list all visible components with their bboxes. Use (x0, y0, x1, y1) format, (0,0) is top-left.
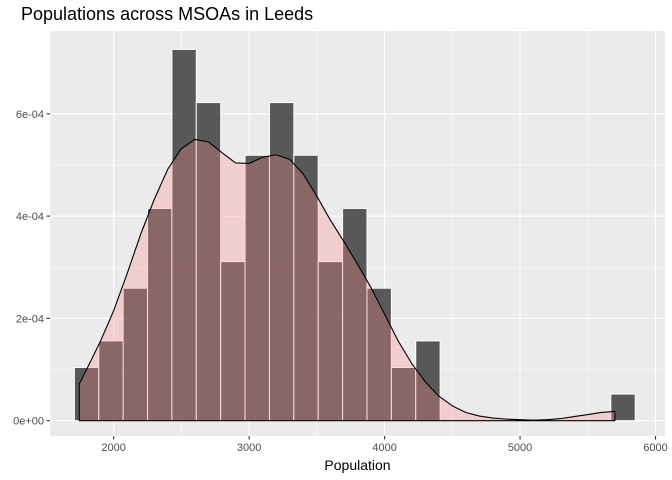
y-tick-label: 2e-04 (16, 313, 44, 325)
axes: 2000 3000 4000 5000 6000 0e+00 2e-04 4e-04 6e-04 (13, 109, 668, 454)
histogram-bar (98, 340, 124, 422)
histogram-bar (415, 340, 441, 422)
x-tick-label: 5000 (508, 442, 532, 454)
histogram-bar (244, 154, 270, 422)
histogram-bar (171, 48, 197, 422)
chart-title: Populations across MSOAs in Leeds (21, 4, 314, 24)
x-tick-label: 2000 (101, 442, 125, 454)
x-axis-title: Population (324, 457, 390, 473)
density-curve (78, 138, 616, 422)
density-line (78, 138, 616, 422)
density-area (79, 139, 615, 421)
y-tick-label: 0e+00 (13, 416, 44, 428)
y-tick-label: 4e-04 (16, 211, 44, 223)
x-tick-label: 6000 (643, 442, 667, 454)
histogram-bar (390, 366, 417, 422)
x-tick-label: 4000 (372, 442, 396, 454)
x-tick-label: 3000 (237, 442, 261, 454)
y-tick-label: 6e-04 (16, 109, 44, 121)
histogram-bar (220, 261, 246, 422)
histogram-bars (73, 48, 636, 422)
